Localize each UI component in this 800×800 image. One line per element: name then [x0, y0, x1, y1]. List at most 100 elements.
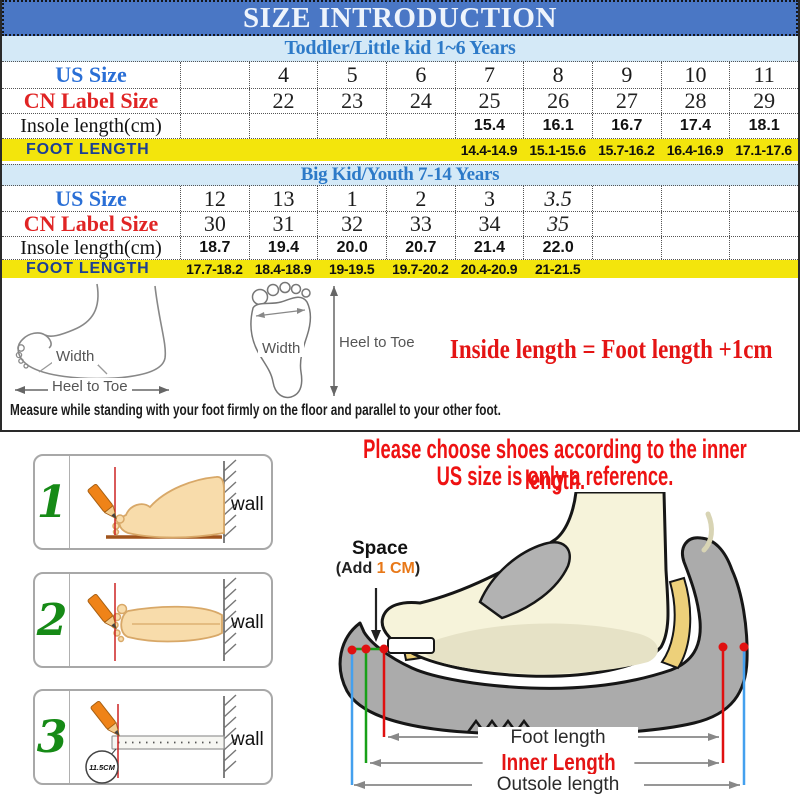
wall-label: wall	[231, 612, 264, 633]
table-cell: 16.1	[523, 114, 592, 138]
space-note: (Add 1 CM)	[335, 560, 421, 577]
toe-bump	[17, 344, 25, 352]
table-cell: 8	[523, 62, 592, 88]
inside-length-formula: Inside length = Foot length +1cm	[449, 334, 773, 364]
title-banner: SIZE INTRODUCTION	[2, 0, 798, 36]
table-cell	[729, 186, 798, 211]
table-cell: 6	[385, 62, 455, 88]
table-cell	[385, 114, 455, 138]
notice-line-2: US size is only a reference.	[436, 461, 674, 491]
step-number: 2	[35, 574, 70, 666]
table-cell: 33	[385, 212, 455, 236]
table-cell	[317, 114, 386, 138]
bigkid-table-header: Big Kid/Youth 7-14 Years	[2, 164, 798, 186]
table-cell: 20.4-20.9	[460, 261, 518, 277]
table-cell: 29	[729, 89, 798, 113]
row-label: Insole length(cm)	[20, 237, 162, 259]
wall-hatch	[223, 577, 237, 656]
toddler-size-table: US Size 4 5 6 7 8 9 10 11 CN Label Size 22 23 24 25 26…	[2, 62, 798, 161]
table-cell: 23	[317, 89, 386, 113]
side-foot-width-label: Width	[52, 348, 99, 365]
table-cell	[591, 186, 661, 211]
table-cell: 26	[523, 89, 592, 113]
row-label: FOOT LENGTH	[26, 260, 150, 277]
table-row-foot: FOOT LENGTH 17.7-18.2 18.4-18.9 19-19.5 19.7…	[2, 260, 798, 278]
measure-step-panel-2: 2	[33, 572, 273, 668]
table-cell	[660, 186, 730, 211]
table-cell: 31	[248, 212, 318, 236]
measure-points	[347, 642, 749, 655]
measure-step-panel-3: 3 11.5CM	[33, 689, 273, 785]
table-cell	[591, 237, 661, 259]
table-cell: 19.7-20.2	[392, 261, 449, 277]
table-cell: 1	[317, 186, 386, 211]
step-number: 3	[35, 691, 70, 783]
shoe-sole-and-heel	[338, 536, 749, 737]
table-row-cn: CN Label Size 22 23 24 25 26 27 28 29	[2, 89, 798, 114]
table-row-insole: Insole length(cm) 18.7 19.4 20.0 20.7 21.4 22.…	[2, 237, 798, 260]
table-cell	[660, 212, 730, 236]
table-row-foot: FOOT LENGTH 14.4-14.9 15.1-15.6 15.7-16.2 16…	[2, 139, 798, 161]
table-cell: 22.0	[523, 237, 592, 259]
width-pointer-line	[38, 361, 54, 373]
table-cell: 13	[248, 186, 318, 211]
step2-drawing	[87, 577, 237, 661]
table-cell	[386, 139, 455, 161]
bottom-section: Please choose shoes according to the inn…	[0, 432, 800, 800]
table-cell: 22	[248, 89, 318, 113]
foot-length-label: Foot length	[478, 727, 638, 749]
table-cell	[592, 260, 661, 278]
space-label: Space	[352, 538, 408, 559]
table-cell: 3	[454, 186, 524, 211]
toe-space-gap	[387, 637, 435, 654]
pencil-icon	[87, 593, 117, 630]
table-cell: 12	[180, 186, 249, 211]
foot-graphic	[118, 476, 225, 539]
table-cell: 20.7	[385, 237, 455, 259]
table-cell: 19.4	[248, 237, 318, 259]
row-label: US Size	[55, 62, 127, 87]
table-cell: 14.4-14.9	[460, 142, 518, 158]
table-cell: 16.4-16.9	[666, 142, 724, 158]
pencil-icon	[90, 700, 120, 737]
side-foot-heel-to-toe-label: Heel to Toe	[48, 378, 132, 395]
table-cell	[180, 62, 249, 88]
table-cell: 5	[317, 62, 386, 88]
table-cell: 4	[248, 62, 318, 88]
table-cell: 19-19.5	[328, 261, 375, 277]
row-label: CN Label Size	[23, 212, 159, 236]
step-number: 1	[35, 456, 70, 548]
table-cell: 16.7	[591, 114, 661, 138]
toddler-table-header: Toddler/Little kid 1~6 Years	[2, 36, 798, 62]
big-toe	[251, 288, 269, 306]
table-cell: 7	[454, 62, 524, 88]
table-cell: 15.7-16.2	[598, 142, 655, 158]
table-cell: 27	[591, 89, 661, 113]
shoe-cross-section-diagram	[338, 492, 749, 789]
table-cell	[729, 260, 798, 278]
wall-hatch	[223, 694, 237, 773]
table-row-insole: Insole length(cm) 15.4 16.1 16.7 17.4 18.1	[2, 114, 798, 139]
side-foot-outline	[17, 285, 167, 380]
table-cell: 2	[385, 186, 455, 211]
footprint-width-label: Width	[258, 340, 305, 357]
row-label: CN Label Size	[23, 89, 159, 113]
row-label: Insole length(cm)	[20, 114, 162, 137]
table-cell	[661, 260, 730, 278]
outsole-length-label: Outsole length	[472, 774, 644, 796]
table-cell: 30	[180, 212, 249, 236]
table-cell: 17.1-17.6	[735, 142, 792, 158]
row-label: FOOT LENGTH	[26, 141, 150, 158]
table-cell: 28	[660, 89, 730, 113]
table-cell: 11	[729, 62, 798, 88]
table-cell	[729, 212, 798, 236]
table-cell: 15.4	[454, 114, 524, 138]
table-cell	[180, 139, 249, 161]
measure-instruction: Measure while standing with your foot fi…	[10, 402, 501, 419]
notice-line-1: Please choose shoes according to the inn…	[363, 434, 747, 495]
table-row-cn: CN Label Size 30 31 32 33 34 35	[2, 212, 798, 237]
inner-length-label: Inner Length	[482, 749, 635, 776]
add-one-cm-value: 1 CM	[376, 560, 415, 577]
table-cell	[660, 237, 730, 259]
